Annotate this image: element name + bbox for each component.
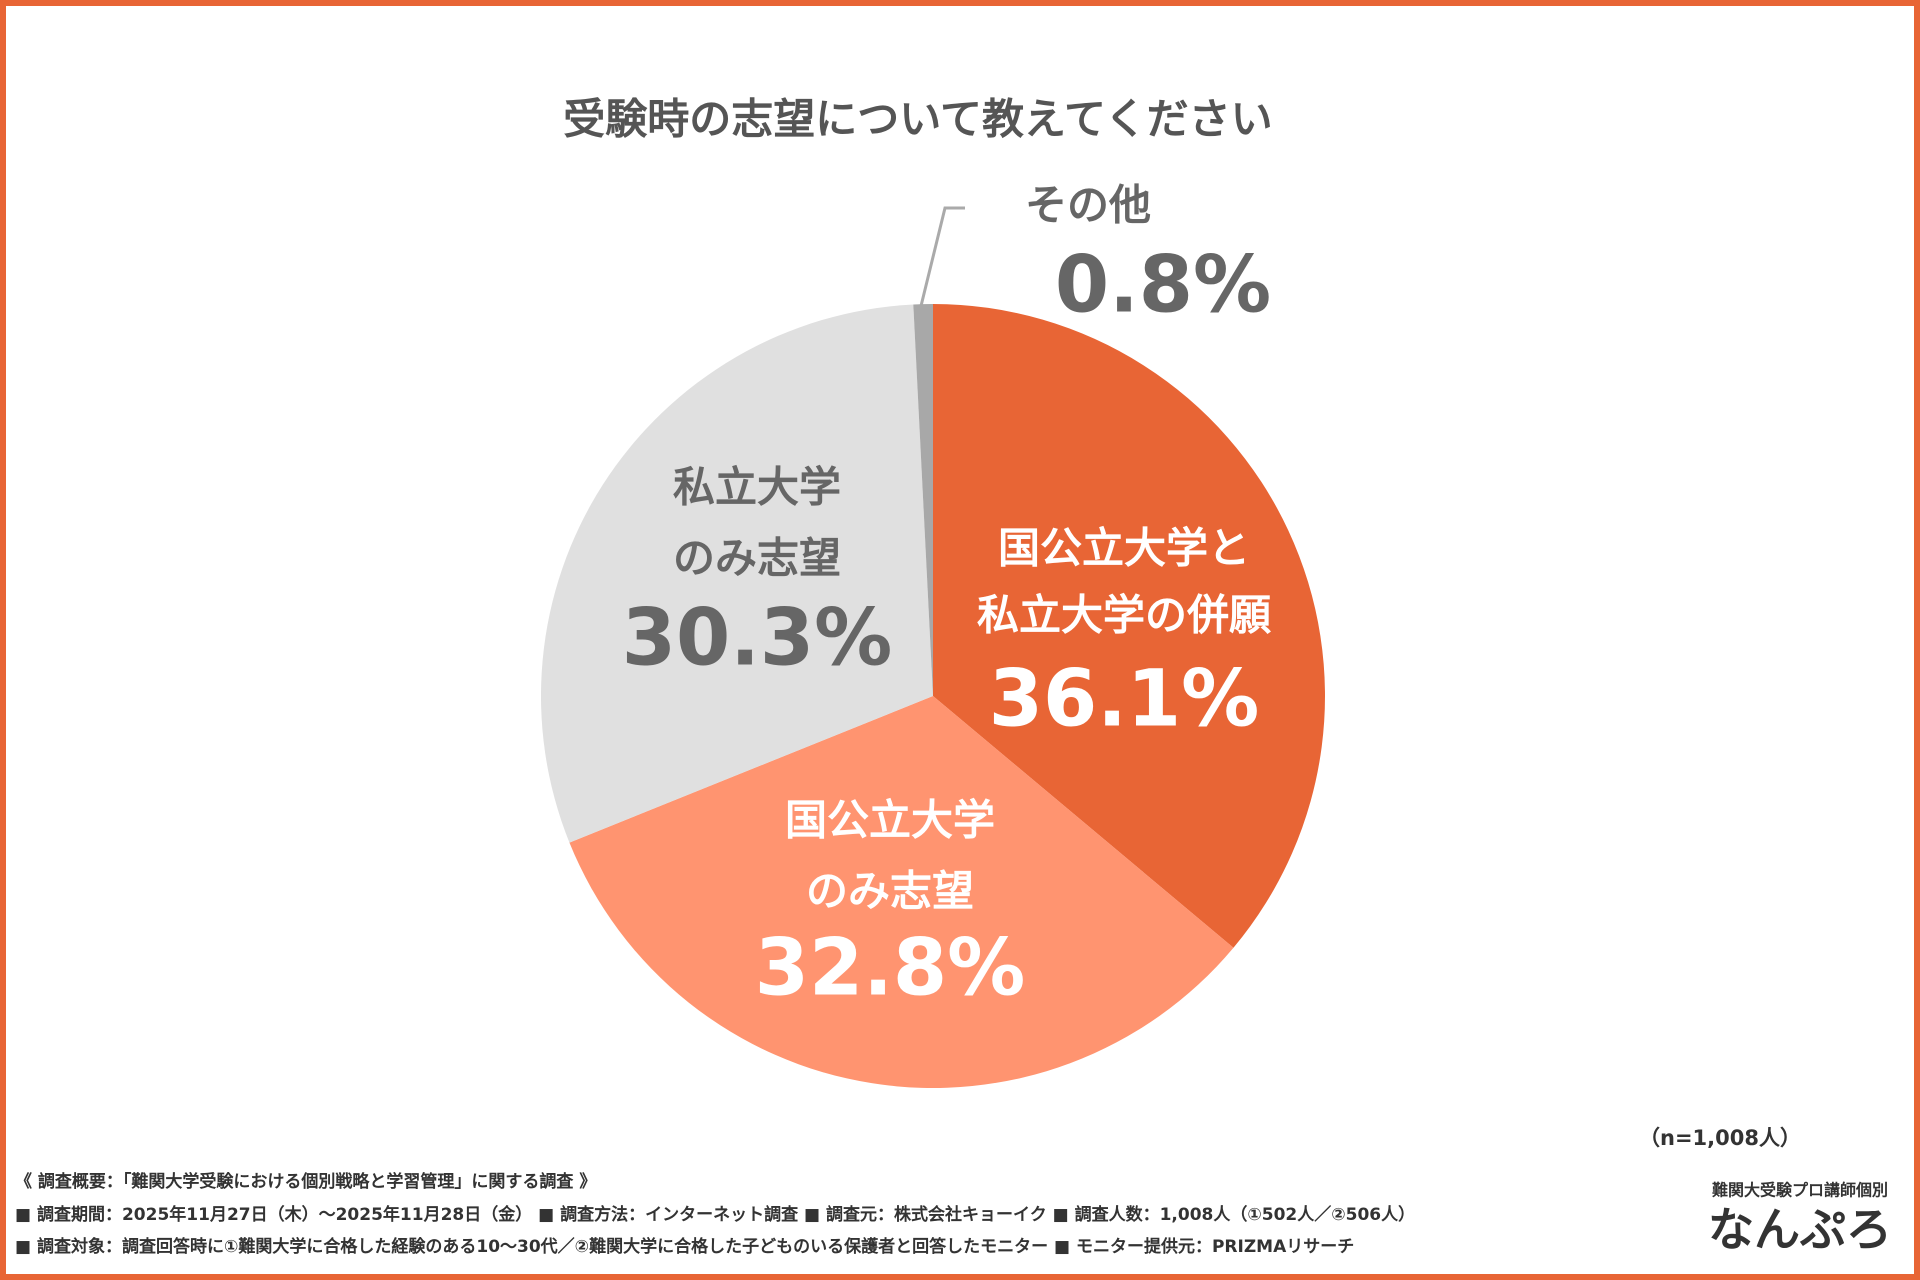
value-label: 32.8% bbox=[755, 923, 1026, 1013]
logo-name: なんぷろ bbox=[1708, 1203, 1892, 1257]
leader-line bbox=[919, 206, 965, 307]
pie-slice bbox=[541, 304, 933, 843]
sample-size: （n=1,008人） bbox=[1639, 1126, 1801, 1150]
value-label: 36.1% bbox=[989, 654, 1260, 744]
chart-title: 受験時の志望について教えてください bbox=[563, 95, 1272, 144]
pie-slice bbox=[913, 304, 933, 696]
slice-label: のみ志望 bbox=[806, 867, 974, 916]
value-label: 0.8% bbox=[1055, 240, 1271, 330]
pie-slice bbox=[933, 304, 1325, 948]
note: 《 調査概要：「難関大学受験における個別戦略と学習管理」に関する調査 》 bbox=[15, 1171, 596, 1192]
value-label: 30.3% bbox=[622, 593, 893, 683]
slice-label: 国公立大学 bbox=[785, 796, 995, 845]
logo-tagline: 難関大受験プロ講師個別 bbox=[1712, 1181, 1888, 1200]
slice-label: 私立大学 bbox=[673, 463, 841, 512]
note: ■ 調査対象：調査回答時に①難関大学に合格した経験のある10〜30代／②難関大学… bbox=[15, 1236, 1354, 1257]
slice-label: その他 bbox=[1025, 181, 1151, 230]
slice-label: 国公立大学と bbox=[998, 524, 1250, 573]
slice-label: のみ志望 bbox=[673, 534, 841, 583]
pie-slice bbox=[569, 696, 1234, 1088]
note: ■ 調査期間：2025年11月27日（木）〜2025年11月28日（金） ■ 調… bbox=[15, 1204, 1415, 1225]
slice-label: 私立大学の併願 bbox=[977, 591, 1271, 640]
